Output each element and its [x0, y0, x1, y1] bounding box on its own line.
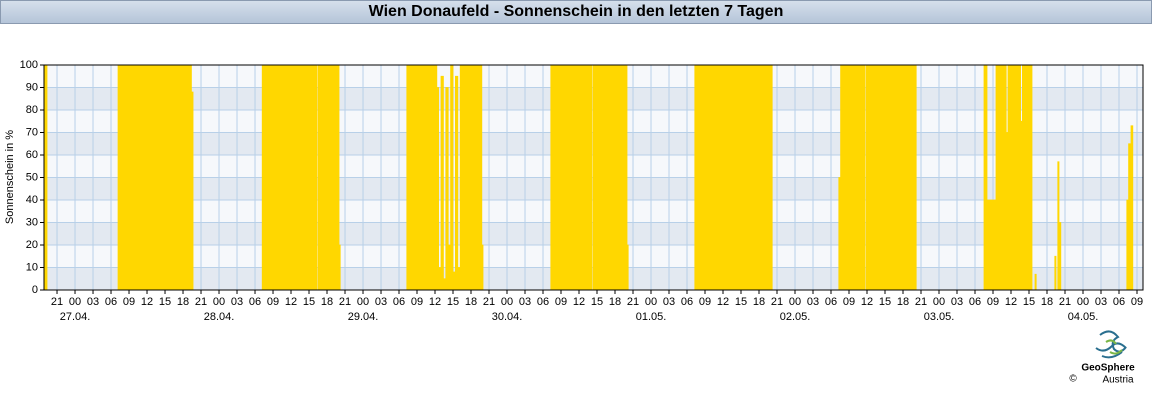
date-label: 29.04. [348, 311, 379, 323]
x-tick-label: 00 [69, 296, 81, 308]
x-tick-label: 09 [987, 296, 999, 308]
y-axis-label: Sonnenschein in % [4, 130, 16, 224]
y-tick-label: 90 [26, 81, 38, 93]
x-tick-label: 12 [429, 296, 441, 308]
x-tick-label: 09 [411, 296, 423, 308]
x-tick-label: 15 [159, 296, 171, 308]
date-label: 02.05. [780, 311, 811, 323]
x-tick-label: 00 [501, 296, 513, 308]
x-tick-label: 21 [51, 296, 63, 308]
y-tick-label: 0 [32, 284, 38, 296]
y-tick-label: 60 [26, 149, 38, 161]
x-tick-label: 12 [861, 296, 873, 308]
x-tick-label: 21 [915, 296, 927, 308]
chart-title: Wien Donaufeld - Sonnenschein in den let… [369, 3, 784, 20]
x-tick-label: 06 [249, 296, 261, 308]
logo-sub: Austria [1102, 375, 1134, 386]
x-tick-label: 09 [123, 296, 135, 308]
y-tick-label: 20 [26, 239, 38, 251]
x-tick-label: 21 [771, 296, 783, 308]
logo [1095, 330, 1127, 359]
x-tick-label: 18 [465, 296, 477, 308]
copyright: © [1069, 374, 1077, 385]
x-tick-label: 00 [933, 296, 945, 308]
x-tick-label: 15 [591, 296, 603, 308]
x-tick-label: 00 [1077, 296, 1089, 308]
date-label: 01.05. [636, 311, 667, 323]
y-tick-label: 50 [26, 171, 38, 183]
x-tick-label: 03 [375, 296, 387, 308]
y-tick-label: 40 [26, 194, 38, 206]
x-tick-label: 12 [573, 296, 585, 308]
x-tick-label: 15 [879, 296, 891, 308]
date-label: 04.05. [1068, 311, 1099, 323]
x-tick-label: 18 [321, 296, 333, 308]
x-tick-label: 12 [1005, 296, 1017, 308]
x-tick-label: 03 [1095, 296, 1107, 308]
x-tick-label: 06 [393, 296, 405, 308]
x-tick-label: 06 [825, 296, 837, 308]
x-tick-label: 15 [303, 296, 315, 308]
x-tick-label: 09 [555, 296, 567, 308]
x-tick-label: 00 [789, 296, 801, 308]
x-tick-label: 00 [213, 296, 225, 308]
x-tick-label: 06 [1113, 296, 1125, 308]
plot-frame [43, 64, 1144, 291]
x-tick-label: 18 [897, 296, 909, 308]
x-tick-label: 03 [519, 296, 531, 308]
x-tick-label: 03 [807, 296, 819, 308]
x-tick-label: 06 [969, 296, 981, 308]
y-tick-label: 70 [26, 126, 38, 138]
x-tick-label: 03 [87, 296, 99, 308]
y-tick-label: 10 [26, 261, 38, 273]
x-tick-label: 18 [609, 296, 621, 308]
x-tick-label: 21 [1059, 296, 1071, 308]
x-tick-label: 06 [105, 296, 117, 308]
x-tick-label: 12 [717, 296, 729, 308]
x-tick-label: 21 [195, 296, 207, 308]
date-label: 30.04. [492, 311, 523, 323]
y-tick-label: 30 [26, 216, 38, 228]
x-tick-label: 12 [285, 296, 297, 308]
logo-name: GeoSphere [1081, 363, 1135, 374]
x-tick-label: 18 [1041, 296, 1053, 308]
x-tick-label: 03 [231, 296, 243, 308]
x-tick-label: 09 [1131, 296, 1143, 308]
date-label: 03.05. [924, 311, 955, 323]
x-tick-label: 03 [951, 296, 963, 308]
x-tick-label: 15 [1023, 296, 1035, 308]
x-tick-label: 21 [483, 296, 495, 308]
x-tick-label: 09 [699, 296, 711, 308]
y-tick-label: 100 [20, 59, 38, 71]
x-tick-label: 18 [753, 296, 765, 308]
x-tick-label: 00 [645, 296, 657, 308]
y-tick-label: 80 [26, 104, 38, 116]
x-tick-label: 00 [357, 296, 369, 308]
date-label: 28.04. [204, 311, 235, 323]
x-tick-label: 09 [843, 296, 855, 308]
x-tick-label: 15 [447, 296, 459, 308]
x-tick-label: 03 [663, 296, 675, 308]
date-label: 27.04. [60, 311, 91, 323]
logo-icon [1105, 339, 1123, 355]
x-tick-label: 21 [339, 296, 351, 308]
x-tick-label: 06 [537, 296, 549, 308]
x-tick-label: 18 [177, 296, 189, 308]
x-tick-label: 12 [141, 296, 153, 308]
x-tick-label: 21 [627, 296, 639, 308]
x-tick-label: 09 [267, 296, 279, 308]
x-tick-label: 15 [735, 296, 747, 308]
x-tick-label: 06 [681, 296, 693, 308]
